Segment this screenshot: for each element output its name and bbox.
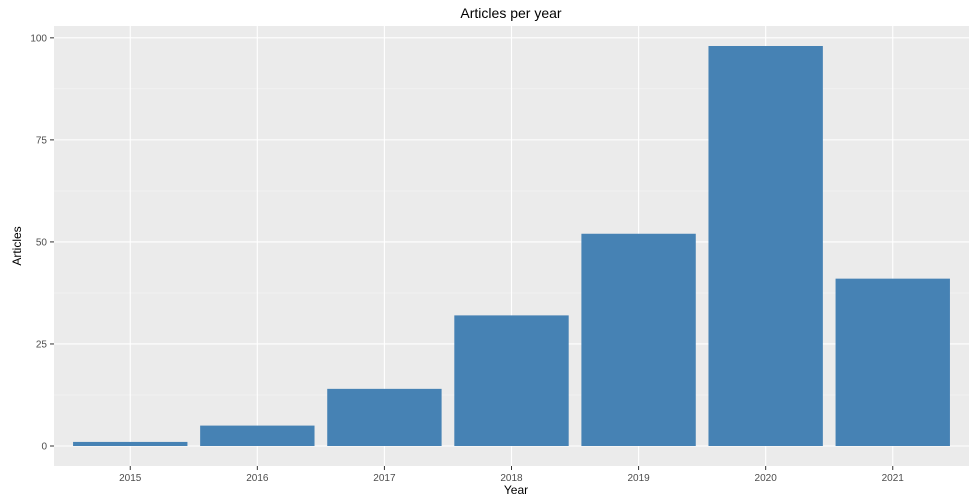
y-axis-title: Articles xyxy=(10,226,24,265)
bar-2018 xyxy=(454,315,569,446)
x-tick-label: 2019 xyxy=(627,473,650,484)
x-tick-label: 2017 xyxy=(373,473,396,484)
y-tick-label: 0 xyxy=(41,442,47,453)
x-tick-label: 2020 xyxy=(755,473,778,484)
y-tick-label: 100 xyxy=(30,33,47,44)
x-axis-ticks: 2015 2016 2017 2018 2019 2020 2021 xyxy=(119,466,904,484)
y-tick-label: 75 xyxy=(36,135,48,146)
y-axis-ticks: 0 25 50 75 100 xyxy=(30,33,54,453)
bar-2019 xyxy=(581,233,696,446)
y-tick-label: 50 xyxy=(36,237,48,248)
x-tick-label: 2021 xyxy=(882,473,905,484)
bar-2016 xyxy=(200,425,315,446)
bar-2020 xyxy=(708,46,823,446)
chart-title: Articles per year xyxy=(460,5,561,21)
bars xyxy=(73,46,950,446)
bar-2017 xyxy=(327,388,442,446)
y-tick-label: 25 xyxy=(36,339,48,350)
bar-2021 xyxy=(835,278,950,446)
x-tick-label: 2016 xyxy=(246,473,269,484)
bar-2015 xyxy=(73,441,188,446)
x-tick-label: 2015 xyxy=(119,473,142,484)
x-tick-label: 2018 xyxy=(500,473,523,484)
x-axis-title: Year xyxy=(504,483,528,497)
